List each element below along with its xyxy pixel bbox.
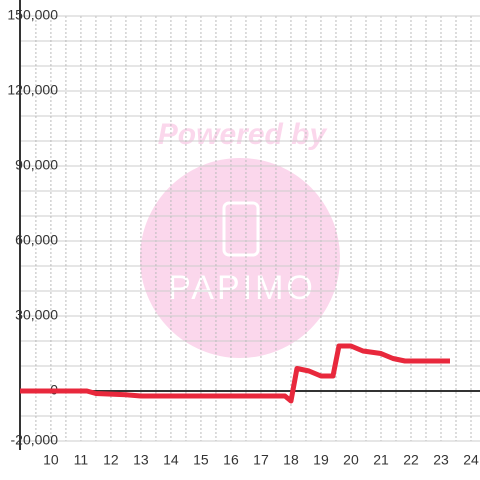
y-tick-label: 120,000 (7, 82, 58, 98)
data-line (20, 343, 450, 404)
x-tick-label: 13 (133, 452, 149, 468)
watermark-icon (222, 201, 260, 257)
x-tick-label: 21 (373, 452, 389, 468)
x-tick-label: 12 (103, 452, 119, 468)
y-tick-label: 90,000 (15, 157, 58, 173)
x-tick-label: 14 (163, 452, 179, 468)
watermark-circle (140, 158, 340, 358)
x-tick-label: 16 (223, 452, 239, 468)
y-tick-label: 60,000 (15, 232, 58, 248)
watermark: Powered by PAPIMO (140, 118, 340, 358)
watermark-logo: PAPIMO (168, 269, 316, 307)
x-tick-label: 17 (253, 452, 269, 468)
x-tick-label: 22 (403, 452, 419, 468)
x-tick-label: 15 (193, 452, 209, 468)
x-tick-label: 19 (313, 452, 329, 468)
x-tick-label: 24 (463, 452, 479, 468)
x-tick-label: 18 (283, 452, 299, 468)
y-tick-label: 150,000 (7, 7, 58, 23)
x-tick-label: 11 (74, 452, 89, 468)
y-tick-label: 30,000 (15, 307, 58, 323)
watermark-text: Powered by (158, 118, 328, 151)
y-tick-label: -20,000 (11, 432, 59, 448)
x-tick-label: 20 (343, 452, 359, 468)
x-tick-label: 23 (433, 452, 449, 468)
x-tick-label: 10 (43, 452, 59, 468)
